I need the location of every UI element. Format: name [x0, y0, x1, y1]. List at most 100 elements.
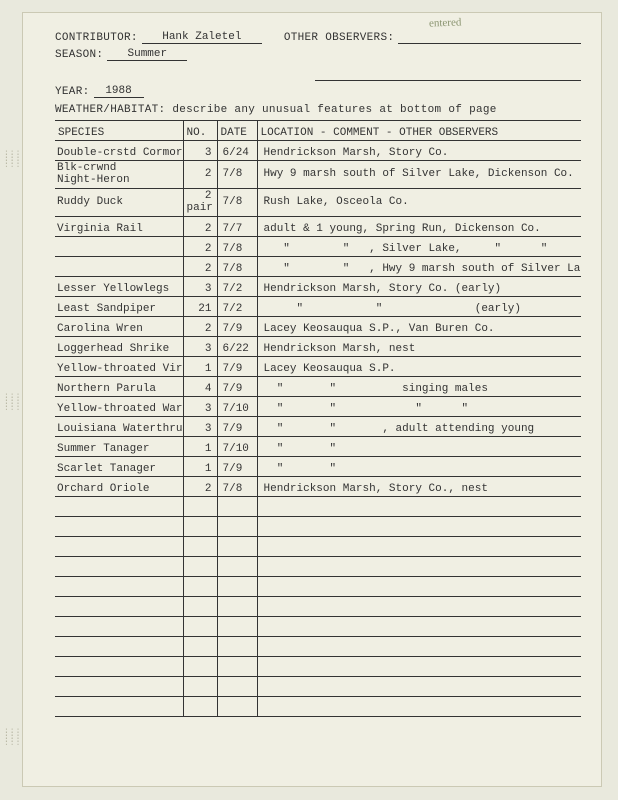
col-species: SPECIES: [55, 121, 183, 141]
cell-location: " " , Hwy 9 marsh south of Silver Lake: [257, 257, 581, 277]
cell-no: 3: [183, 397, 217, 417]
cell-date: 7/10: [217, 437, 257, 457]
cell-no: 3: [183, 417, 217, 437]
col-location: LOCATION - COMMENT - OTHER OBSERVERS: [257, 121, 581, 141]
cell-location: " " , adult attending young: [257, 417, 581, 437]
season-value: Summer: [107, 48, 187, 61]
cell-species: Orchard Oriole: [55, 477, 183, 497]
cell-date: 7/8: [217, 237, 257, 257]
sprocket-marks: ::::::::::::::::::::: [4, 395, 18, 410]
table-row: Virginia Rail27/7adult & 1 young, Spring…: [55, 217, 581, 237]
cell-species: Carolina Wren: [55, 317, 183, 337]
other-observers-blank: [398, 32, 581, 44]
table-row-empty: [55, 537, 581, 557]
other-observers-label: OTHER OBSERVERS:: [284, 32, 394, 44]
table-row-empty: [55, 577, 581, 597]
table-row: Summer Tanager17/10 " ": [55, 437, 581, 457]
header-row-3: YEAR: 1988: [55, 85, 581, 98]
table-row-empty: [55, 517, 581, 537]
cell-species: [55, 237, 183, 257]
observers-line-2: [315, 69, 581, 81]
cell-location: Rush Lake, Osceola Co.: [257, 189, 581, 217]
cell-no: 21: [183, 297, 217, 317]
cell-species: Double-crstd Cormorant: [55, 141, 183, 161]
table-row: Least Sandpiper217/2 " " (early): [55, 297, 581, 317]
cell-date: 7/8: [217, 161, 257, 189]
cell-species: Yellow-throated Vireo: [55, 357, 183, 377]
observation-table: SPECIES NO. DATE LOCATION - COMMENT - OT…: [55, 120, 581, 717]
table-row-empty: [55, 617, 581, 637]
table-row: Blk-crwnd Night-Heron27/8Hwy 9 marsh sou…: [55, 161, 581, 189]
cell-location: Hendrickson Marsh, Story Co., nest: [257, 477, 581, 497]
cell-no: 3: [183, 277, 217, 297]
cell-no: 2: [183, 237, 217, 257]
cell-no: 2 pair: [183, 189, 217, 217]
cell-date: 7/8: [217, 189, 257, 217]
cell-no: 3: [183, 141, 217, 161]
year-value: 1988: [94, 85, 144, 98]
cell-location: Hwy 9 marsh south of Silver Lake, Dicken…: [257, 161, 581, 189]
cell-date: 7/2: [217, 277, 257, 297]
cell-species: Virginia Rail: [55, 217, 183, 237]
sprocket-marks: ::::::::::::::::::::: [4, 152, 18, 167]
cell-no: 2: [183, 317, 217, 337]
table-row-empty: [55, 597, 581, 617]
cell-species: Summer Tanager: [55, 437, 183, 457]
cell-location: Hendrickson Marsh, Story Co. (early): [257, 277, 581, 297]
col-no: NO.: [183, 121, 217, 141]
cell-no: 1: [183, 457, 217, 477]
table-row: Northern Parula47/9 " " singing males: [55, 377, 581, 397]
cell-date: 7/9: [217, 457, 257, 477]
col-date: DATE: [217, 121, 257, 141]
cell-date: 7/2: [217, 297, 257, 317]
table-row: Carolina Wren27/9Lacey Keosauqua S.P., V…: [55, 317, 581, 337]
cell-no: 2: [183, 161, 217, 189]
cell-date: 7/9: [217, 317, 257, 337]
cell-date: 7/10: [217, 397, 257, 417]
cell-species: Loggerhead Shrike: [55, 337, 183, 357]
pencil-annotation: entered: [428, 16, 461, 29]
cell-date: 7/8: [217, 477, 257, 497]
cell-no: 2: [183, 477, 217, 497]
table-row-empty: [55, 637, 581, 657]
cell-date: 7/9: [217, 377, 257, 397]
cell-location: " ": [257, 457, 581, 477]
cell-location: Hendrickson Marsh, Story Co.: [257, 141, 581, 161]
cell-species: Least Sandpiper: [55, 297, 183, 317]
cell-no: 2: [183, 217, 217, 237]
cell-no: 4: [183, 377, 217, 397]
cell-date: 7/9: [217, 357, 257, 377]
table-row: Loggerhead Shrike36/22Hendrickson Marsh,…: [55, 337, 581, 357]
cell-date: 7/8: [217, 257, 257, 277]
cell-no: 1: [183, 437, 217, 457]
table-row: Orchard Oriole27/8Hendrickson Marsh, Sto…: [55, 477, 581, 497]
form-paper: entered CONTRIBUTOR: Hank Zaletel OTHER …: [22, 12, 602, 787]
table-row: Ruddy Duck2 pair7/8Rush Lake, Osceola Co…: [55, 189, 581, 217]
cell-species: Yellow-throated Warbler: [55, 397, 183, 417]
table-row: Yellow-throated Warbler37/10 " " " ": [55, 397, 581, 417]
header-row-2: SEASON: Summer: [55, 48, 581, 61]
table-row: Yellow-throated Vireo17/9Lacey Keosauqua…: [55, 357, 581, 377]
table-row-empty: [55, 677, 581, 697]
table-row-empty: [55, 497, 581, 517]
header-row-1: CONTRIBUTOR: Hank Zaletel OTHER OBSERVER…: [55, 31, 581, 44]
cell-species: Louisiana Waterthrush: [55, 417, 183, 437]
cell-location: " " " ": [257, 397, 581, 417]
table-row: Louisiana Waterthrush37/9 " " , adult at…: [55, 417, 581, 437]
cell-species: Scarlet Tanager: [55, 457, 183, 477]
cell-no: 2: [183, 257, 217, 277]
cell-location: adult & 1 young, Spring Run, Dickenson C…: [257, 217, 581, 237]
contributor-value: Hank Zaletel: [142, 31, 262, 44]
cell-location: Lacey Keosauqua S.P., Van Buren Co.: [257, 317, 581, 337]
cell-location: " ": [257, 437, 581, 457]
season-label: SEASON:: [55, 49, 103, 61]
table-row: Lesser Yellowlegs37/2Hendrickson Marsh, …: [55, 277, 581, 297]
cell-species: Lesser Yellowlegs: [55, 277, 183, 297]
table-row: 27/8 " " , Silver Lake, " ": [55, 237, 581, 257]
cell-location: " " (early): [257, 297, 581, 317]
table-row-empty: [55, 697, 581, 717]
table-row: Scarlet Tanager17/9 " ": [55, 457, 581, 477]
sprocket-marks: ::::::::::::::::::::: [4, 730, 18, 745]
table-row-empty: [55, 657, 581, 677]
cell-location: " " , Silver Lake, " ": [257, 237, 581, 257]
